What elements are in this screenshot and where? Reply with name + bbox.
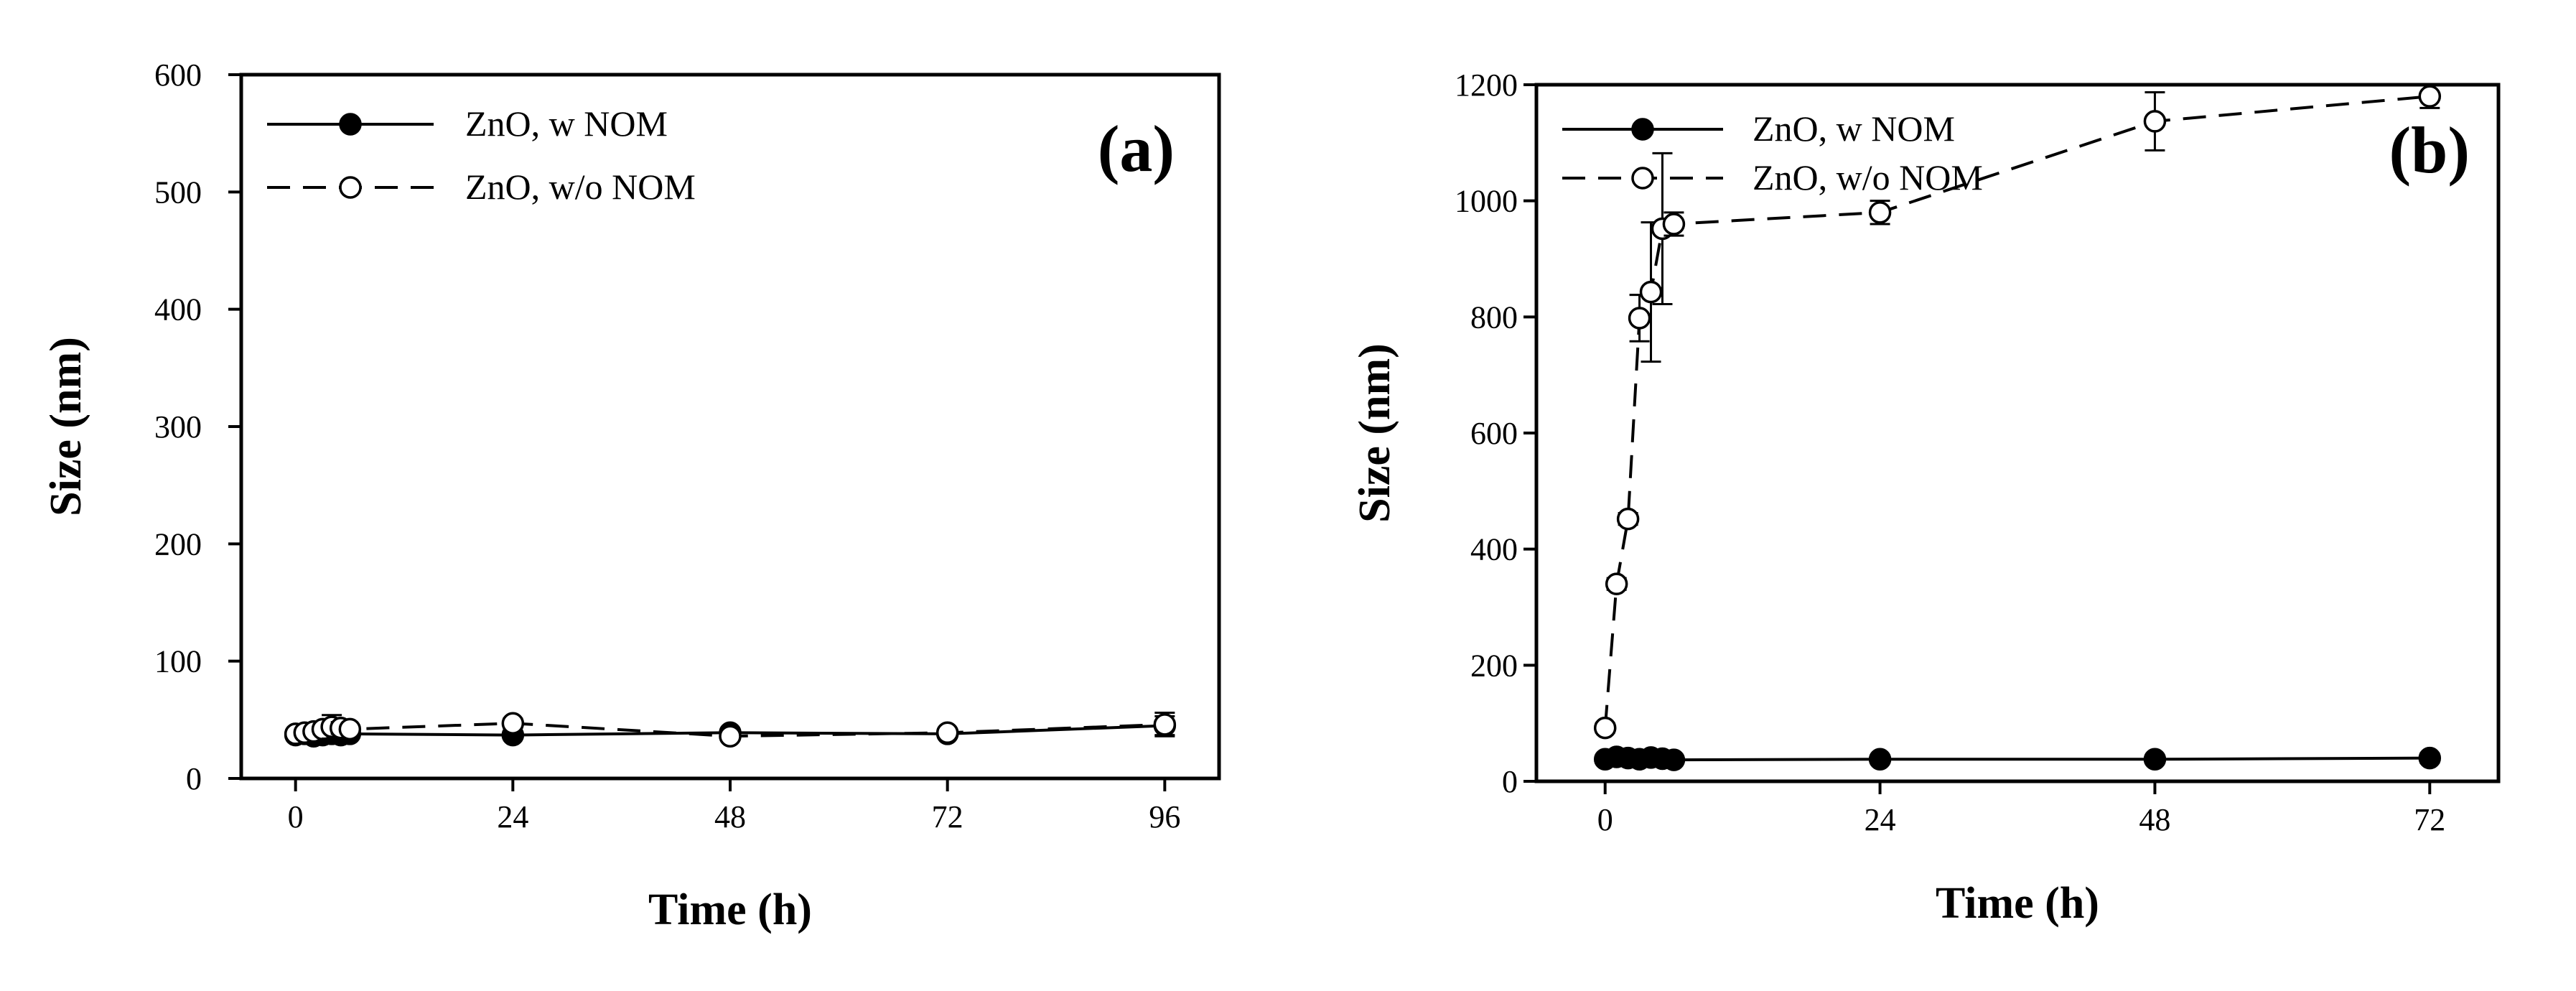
y-tick-label: 1000 xyxy=(1455,184,1518,219)
series-line-w-nom xyxy=(1605,755,2430,762)
y-axis-title: Size (nm) xyxy=(1350,343,1399,523)
legend-label: ZnO, w NOM xyxy=(465,103,668,144)
x-tick-label: 48 xyxy=(714,799,746,834)
legend-label: ZnO, w/o NOM xyxy=(465,167,696,207)
y-tick-label: 200 xyxy=(1470,648,1518,683)
data-point-w-nom xyxy=(2418,746,2442,770)
data-point-wo-nom xyxy=(1628,307,1651,330)
data-point-wo-nom xyxy=(935,721,959,745)
x-tick-label: 48 xyxy=(2139,802,2170,837)
legend-label: ZnO, w NOM xyxy=(1753,108,1955,149)
data-point-w-nom xyxy=(1662,748,1686,771)
data-point-wo-nom xyxy=(501,712,525,735)
y-tick-label: 400 xyxy=(1470,532,1518,567)
series-line-wo-nom xyxy=(1603,95,2430,728)
x-axis-title: Time (h) xyxy=(1936,879,2099,928)
y-tick-label: 500 xyxy=(154,175,202,210)
legend-marker xyxy=(339,176,362,199)
y-tick-label: 0 xyxy=(186,761,202,796)
data-point-wo-nom xyxy=(1593,716,1617,740)
legend-marker xyxy=(1631,118,1654,141)
x-tick-label: 0 xyxy=(1597,802,1613,837)
data-point-wo-nom xyxy=(719,725,742,748)
y-tick-label: 1200 xyxy=(1455,68,1518,103)
data-point-w-nom xyxy=(1868,748,1892,771)
x-tick-label: 24 xyxy=(1865,802,1896,837)
y-tick-label: 600 xyxy=(1470,416,1518,451)
legend-marker xyxy=(1631,167,1654,190)
chart-panel-a: 0 100 200 300 400 500 600 0 24 48 72 96 Size (nm) Tim… xyxy=(42,57,1221,934)
y-tick-label: 300 xyxy=(154,409,202,445)
data-point-wo-nom xyxy=(2143,110,2167,133)
chart-panel-b: 0 200 400 600 800 1000 1200 0 24 48 72 Size (nm) Tim… xyxy=(1350,68,2501,928)
data-point-wo-nom xyxy=(338,717,362,741)
legend-marker xyxy=(339,113,362,136)
data-point-wo-nom xyxy=(2418,85,2442,108)
x-axis-title: Time (h) xyxy=(648,885,812,934)
data-point-wo-nom xyxy=(1616,507,1640,531)
y-tick-label: 200 xyxy=(154,526,202,562)
x-tick-label: 72 xyxy=(2414,802,2445,837)
data-point-w-nom xyxy=(2143,748,2167,771)
y-tick-label: 400 xyxy=(154,292,202,327)
y-tick-label: 100 xyxy=(154,644,202,679)
panel-label: (b) xyxy=(2389,113,2470,187)
legend-label: ZnO, w/o NOM xyxy=(1753,157,1983,197)
data-point-wo-nom xyxy=(1868,201,1892,224)
x-tick-label: 24 xyxy=(497,799,528,834)
plot-frame xyxy=(1534,83,2501,783)
y-tick-label: 600 xyxy=(154,57,202,93)
x-tick-label: 72 xyxy=(932,799,963,834)
x-tick-label: 0 xyxy=(288,799,304,834)
plot-frame xyxy=(239,73,1221,781)
y-axis-title: Size (nm) xyxy=(42,337,90,516)
data-point-wo-nom xyxy=(1662,213,1686,236)
data-point-wo-nom xyxy=(1605,572,1628,595)
y-tick-label: 0 xyxy=(1502,764,1518,799)
data-point-wo-nom xyxy=(1639,280,1663,304)
y-tick-label: 800 xyxy=(1470,299,1518,335)
x-tick-label: 96 xyxy=(1149,799,1180,834)
panel-label: (a) xyxy=(1098,112,1175,185)
data-point-wo-nom xyxy=(1153,713,1177,736)
